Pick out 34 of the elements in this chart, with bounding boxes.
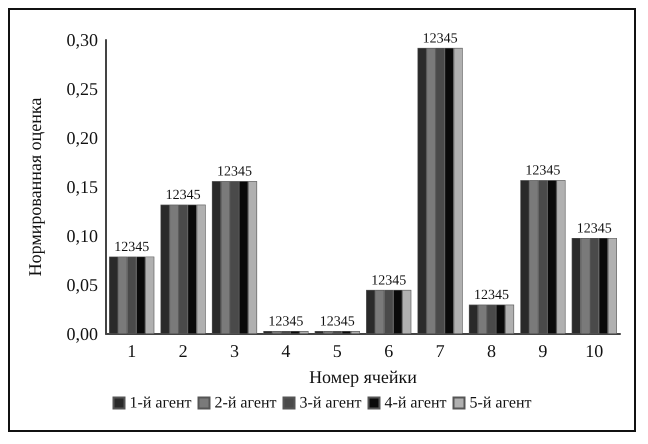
legend-label: 1-й агент [130,394,192,412]
legend-label: 4-й агент [384,394,447,412]
x-tick-label: 7 [436,341,445,361]
y-tick-label: 0,30 [66,30,98,50]
annotation: 12345 [371,273,406,288]
annotation: 12345 [217,164,252,180]
annotation: 12345 [525,164,560,179]
y-tick-label: 0,00 [66,324,98,344]
legend-label: 5-й агент [470,394,532,412]
x-tick-label: 4 [281,341,290,361]
x-tick-label: 8 [487,341,496,361]
y-axis-title: Нормированная оценка [25,98,45,276]
x-tick-label: 10 [585,341,604,361]
y-tick-label: 0,20 [66,128,98,148]
x-tick-label: 3 [230,341,239,361]
legend-label: 3-й агент [300,394,362,412]
x-tick-label: 1 [127,341,136,361]
annotation: 12345 [166,188,201,204]
annotation: 12345 [474,288,509,304]
annotation: 12345 [320,314,355,330]
annotation: 12345 [114,240,150,256]
x-axis-title: Номер ячейки [309,367,418,387]
y-tick-label: 0,15 [66,177,98,197]
x-tick-label: 5 [332,341,342,361]
annotation: 12345 [422,31,458,46]
x-tick-label: 9 [538,341,548,361]
legend-label: 2-й агент [214,394,277,412]
y-tick-label: 0,10 [66,226,98,246]
annotation: 12345 [268,314,304,330]
y-tick-label: 0,25 [66,79,98,99]
x-tick-label: 6 [384,341,394,361]
x-tick-label: 2 [178,341,188,361]
annotation: 12345 [576,221,612,236]
y-tick-label: 0,05 [66,275,98,295]
